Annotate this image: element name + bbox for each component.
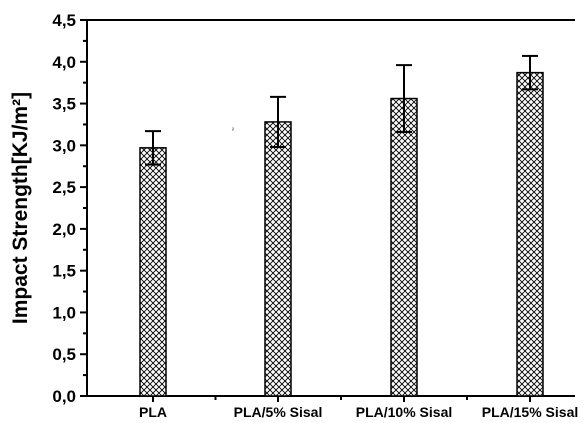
y-tick-label: 0,5 — [52, 345, 76, 364]
bar — [264, 121, 292, 397]
error-bars — [145, 54, 538, 166]
y-tick-label: 1,5 — [52, 262, 76, 281]
y-tick-label: 3,0 — [52, 136, 76, 155]
x-category-label: PLA/10% Sisal — [356, 404, 453, 420]
bar — [516, 71, 544, 397]
y-tick-label: 2,5 — [52, 178, 76, 197]
x-axis-category-labels: PLA PLA/5% Sisal PLA/10% Sisal PLA/15% Sisa… — [139, 396, 578, 420]
y-axis-ticks: 0,0 0,5 1,0 1,5 2,0 2,5 3,0 3,5 4,0 4,5 — [52, 11, 87, 406]
bars — [139, 71, 544, 397]
y-axis-title: Impact Strength[KJ/m²] — [9, 92, 32, 324]
y-tick-label: 4,0 — [52, 53, 76, 72]
bar — [390, 97, 418, 397]
x-category-label: PLA — [139, 404, 167, 420]
y-tick-label: 3,5 — [52, 95, 76, 114]
bar — [139, 147, 167, 397]
y-tick-label: 2,0 — [52, 220, 76, 239]
y-tick-label: 1,0 — [52, 303, 76, 322]
y-tick-label: 0,0 — [52, 387, 76, 406]
stray-superscript-mark: ² — [232, 128, 234, 134]
x-category-label: PLA/5% Sisal — [234, 404, 323, 420]
x-category-label: PLA/15% Sisal — [482, 404, 579, 420]
y-tick-label: 4,5 — [52, 11, 76, 30]
